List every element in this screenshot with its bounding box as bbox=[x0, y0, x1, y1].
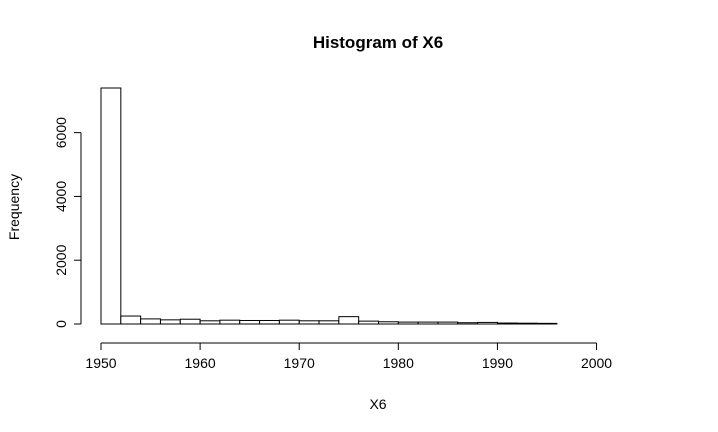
x-tick-label: 1950 bbox=[85, 355, 116, 371]
histogram-bar bbox=[120, 315, 142, 325]
histogram-bar bbox=[437, 321, 459, 325]
bars-group bbox=[100, 87, 558, 325]
histogram-bar bbox=[378, 321, 399, 325]
histogram-bar bbox=[417, 321, 439, 325]
x-tick-label: 2000 bbox=[581, 355, 612, 371]
histogram-bar bbox=[318, 320, 340, 325]
histogram-bar bbox=[239, 319, 261, 325]
y-axis: 0 2000 4000 6000 bbox=[53, 117, 82, 328]
histogram-bar bbox=[516, 322, 538, 325]
histogram-bar bbox=[159, 319, 181, 325]
histogram-bar bbox=[477, 321, 498, 325]
histogram-bar bbox=[219, 319, 241, 325]
x-axis: 1950 1960 1970 1980 1990 2000 bbox=[85, 342, 612, 371]
chart-title: Histogram of X6 bbox=[313, 33, 443, 52]
x-tick-label: 1970 bbox=[284, 355, 315, 371]
histogram-bar bbox=[298, 320, 320, 325]
histogram-bar bbox=[536, 322, 558, 325]
histogram-bar bbox=[397, 321, 419, 325]
y-tick-label: 2000 bbox=[53, 244, 69, 275]
histogram-bar bbox=[140, 318, 161, 325]
y-axis-label: Frequency bbox=[6, 174, 22, 240]
x-tick-label: 1960 bbox=[185, 355, 216, 371]
histogram-bar bbox=[179, 318, 201, 325]
y-tick-label: 4000 bbox=[53, 181, 69, 212]
histogram-bar bbox=[199, 320, 221, 325]
x-tick-label: 1990 bbox=[482, 355, 513, 371]
y-tick-label: 6000 bbox=[53, 117, 69, 148]
histogram-bar bbox=[100, 87, 122, 325]
histogram-bar bbox=[457, 322, 479, 325]
histogram-bar bbox=[496, 322, 518, 325]
histogram-bar bbox=[358, 320, 379, 325]
x-tick-label: 1980 bbox=[383, 355, 414, 371]
histogram-bar bbox=[259, 319, 280, 325]
histogram-bar bbox=[338, 316, 360, 325]
histogram-bar bbox=[278, 319, 300, 325]
x-axis-label: X6 bbox=[369, 396, 386, 412]
y-tick-label: 0 bbox=[53, 320, 69, 328]
